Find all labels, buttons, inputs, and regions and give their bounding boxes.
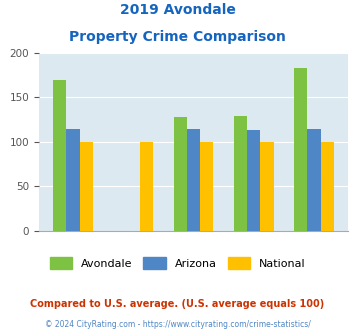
Bar [140,142,153,231]
Bar [200,142,213,231]
Text: 2019 Avondale: 2019 Avondale [120,3,235,17]
Legend: Avondale, Arizona, National: Avondale, Arizona, National [45,253,310,273]
Bar [53,81,66,231]
Text: Property Crime Comparison: Property Crime Comparison [69,30,286,44]
Text: Compared to U.S. average. (U.S. average equals 100): Compared to U.S. average. (U.S. average … [31,299,324,309]
Bar [294,68,307,231]
Bar [321,142,334,231]
Text: © 2024 CityRating.com - https://www.cityrating.com/crime-statistics/: © 2024 CityRating.com - https://www.city… [45,320,310,329]
Bar [247,130,260,231]
Bar [187,128,200,231]
Bar [174,117,187,231]
Bar [66,128,80,231]
Bar [234,116,247,231]
Bar [307,128,321,231]
Bar [260,142,274,231]
Bar [80,142,93,231]
